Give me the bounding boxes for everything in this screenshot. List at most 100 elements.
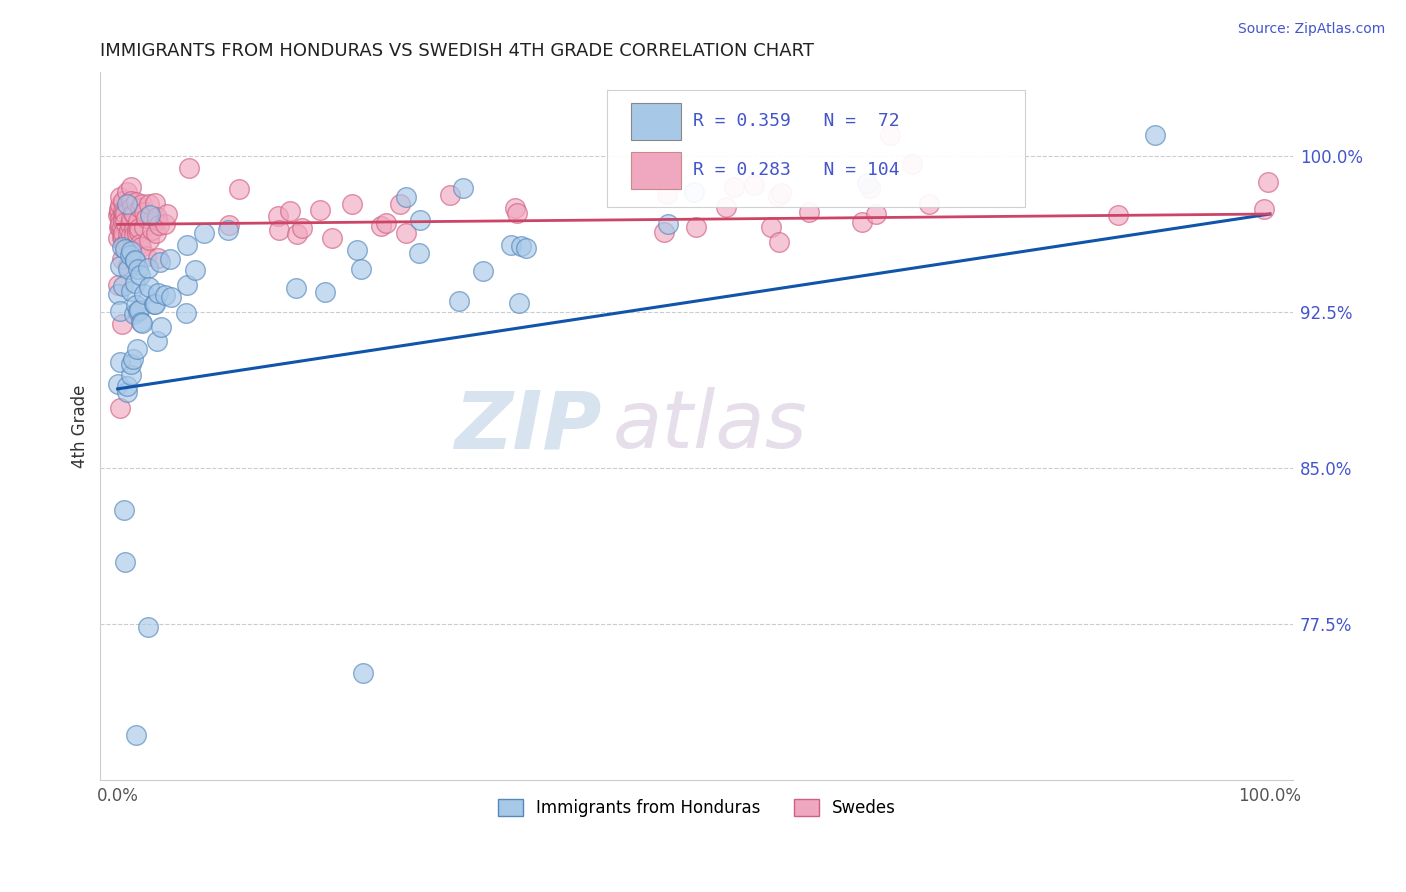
- Point: [145, 334, 167, 349]
- Point: [409, 213, 432, 227]
- Point: [112, 237, 135, 252]
- Point: [278, 204, 301, 219]
- Point: [141, 223, 163, 237]
- Point: [284, 281, 307, 295]
- Point: [114, 207, 136, 221]
- Point: [125, 342, 148, 356]
- Point: [309, 203, 332, 218]
- Point: [174, 306, 197, 320]
- Legend: Immigrants from Honduras, Swedes: Immigrants from Honduras, Swedes: [489, 790, 904, 825]
- Point: [723, 179, 745, 194]
- Point: [122, 221, 145, 235]
- Point: [114, 555, 136, 569]
- Point: [150, 320, 173, 334]
- Text: ZIP: ZIP: [454, 387, 602, 466]
- Point: [127, 262, 149, 277]
- Point: [395, 190, 418, 204]
- Point: [124, 252, 146, 267]
- Point: [110, 217, 132, 231]
- Point: [503, 201, 526, 215]
- Point: [138, 279, 160, 293]
- Point: [127, 227, 149, 242]
- Point: [118, 223, 141, 237]
- Point: [112, 503, 135, 517]
- Point: [314, 285, 336, 300]
- Point: [136, 620, 159, 634]
- Point: [858, 180, 880, 194]
- Point: [129, 316, 152, 330]
- Point: [370, 219, 392, 234]
- Point: [505, 206, 527, 220]
- Text: atlas: atlas: [613, 387, 808, 466]
- Point: [285, 227, 308, 241]
- Point: [138, 260, 160, 275]
- Point: [879, 128, 901, 142]
- Point: [1257, 176, 1279, 190]
- Point: [472, 264, 495, 278]
- Point: [138, 233, 160, 247]
- Point: [143, 196, 166, 211]
- Point: [865, 206, 887, 220]
- Point: [120, 179, 142, 194]
- Point: [111, 240, 134, 254]
- Point: [143, 297, 166, 311]
- Point: [851, 215, 873, 229]
- Point: [107, 377, 129, 392]
- Point: [117, 227, 139, 242]
- Point: [131, 316, 153, 330]
- Point: [115, 196, 138, 211]
- Point: [159, 290, 181, 304]
- Point: [499, 237, 522, 252]
- FancyBboxPatch shape: [631, 153, 681, 189]
- Point: [121, 200, 143, 214]
- Point: [217, 223, 239, 237]
- Point: [652, 225, 675, 239]
- Point: [112, 206, 135, 220]
- Point: [759, 220, 782, 235]
- Point: [131, 197, 153, 211]
- Point: [120, 248, 142, 262]
- Point: [115, 186, 138, 200]
- Point: [114, 242, 136, 256]
- Point: [128, 220, 150, 235]
- Point: [124, 228, 146, 243]
- Point: [129, 268, 152, 282]
- Point: [179, 161, 201, 175]
- Point: [321, 230, 343, 244]
- Point: [447, 294, 470, 309]
- Point: [135, 249, 157, 263]
- Point: [135, 211, 157, 226]
- Point: [122, 351, 145, 366]
- Point: [121, 194, 143, 208]
- Point: [145, 227, 167, 241]
- Point: [1143, 128, 1166, 142]
- Point: [134, 205, 156, 219]
- Point: [769, 186, 792, 200]
- Point: [107, 202, 129, 217]
- Point: [352, 665, 374, 680]
- Point: [508, 295, 530, 310]
- Point: [742, 178, 765, 192]
- Point: [148, 218, 170, 232]
- Point: [900, 157, 922, 171]
- Point: [115, 385, 138, 400]
- Point: [117, 261, 139, 276]
- Point: [124, 254, 146, 268]
- Point: [395, 226, 418, 240]
- Point: [117, 378, 139, 392]
- Point: [108, 259, 131, 273]
- Point: [111, 230, 134, 244]
- Y-axis label: 4th Grade: 4th Grade: [72, 384, 89, 468]
- Point: [128, 225, 150, 239]
- Point: [112, 226, 135, 240]
- Point: [218, 219, 240, 233]
- Point: [125, 298, 148, 312]
- Point: [108, 219, 131, 234]
- Point: [129, 202, 152, 216]
- Point: [799, 205, 821, 219]
- Point: [120, 244, 142, 259]
- Point: [510, 239, 533, 253]
- Point: [918, 197, 941, 211]
- Point: [193, 226, 215, 240]
- Point: [108, 211, 131, 226]
